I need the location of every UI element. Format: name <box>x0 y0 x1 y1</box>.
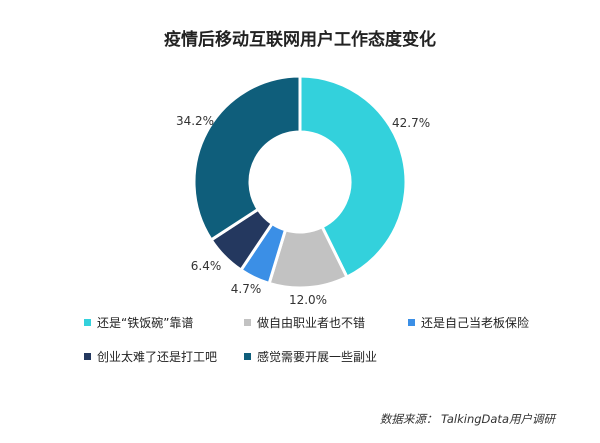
legend-item-1: 还是“铁饭碗”靠谱 <box>84 315 193 330</box>
value-label-1: 42.7% <box>392 116 430 130</box>
legend-item-2: 做自由职业者也不错 <box>244 315 365 330</box>
legend-item-3: 还是自己当老板保险 <box>408 315 529 330</box>
legend-swatch <box>244 353 251 360</box>
legend-label: 还是“铁饭碗”靠谱 <box>97 315 193 330</box>
legend-item-5: 感觉需要开展一些副业 <box>244 349 377 364</box>
legend-label: 创业太难了还是打工吧 <box>97 349 217 364</box>
source-note: 数据来源： TalkingData用户调研 <box>380 412 558 426</box>
legend-swatch <box>84 353 91 360</box>
value-label-3: 4.7% <box>231 282 262 296</box>
donut-slice-1 <box>298 74 408 280</box>
donut-slice-5 <box>192 74 302 242</box>
chart-title: 疫情后移动互联网用户工作态度变化 <box>164 29 436 50</box>
legend-label: 做自由职业者也不错 <box>257 315 365 330</box>
legend-label: 感觉需要开展一些副业 <box>257 349 377 364</box>
legend-swatch <box>408 319 415 326</box>
value-labels: 42.7% 12.0% 4.7% 6.4% 34.2% <box>176 114 430 307</box>
value-label-4: 6.4% <box>191 259 222 273</box>
legend-swatch <box>84 319 91 326</box>
value-label-2: 12.0% <box>289 293 327 307</box>
donut-slices <box>192 74 408 290</box>
value-label-5: 34.2% <box>176 114 214 128</box>
legend-swatch <box>244 319 251 326</box>
legend-label: 还是自己当老板保险 <box>421 315 529 330</box>
legend-item-4: 创业太难了还是打工吧 <box>84 349 217 364</box>
